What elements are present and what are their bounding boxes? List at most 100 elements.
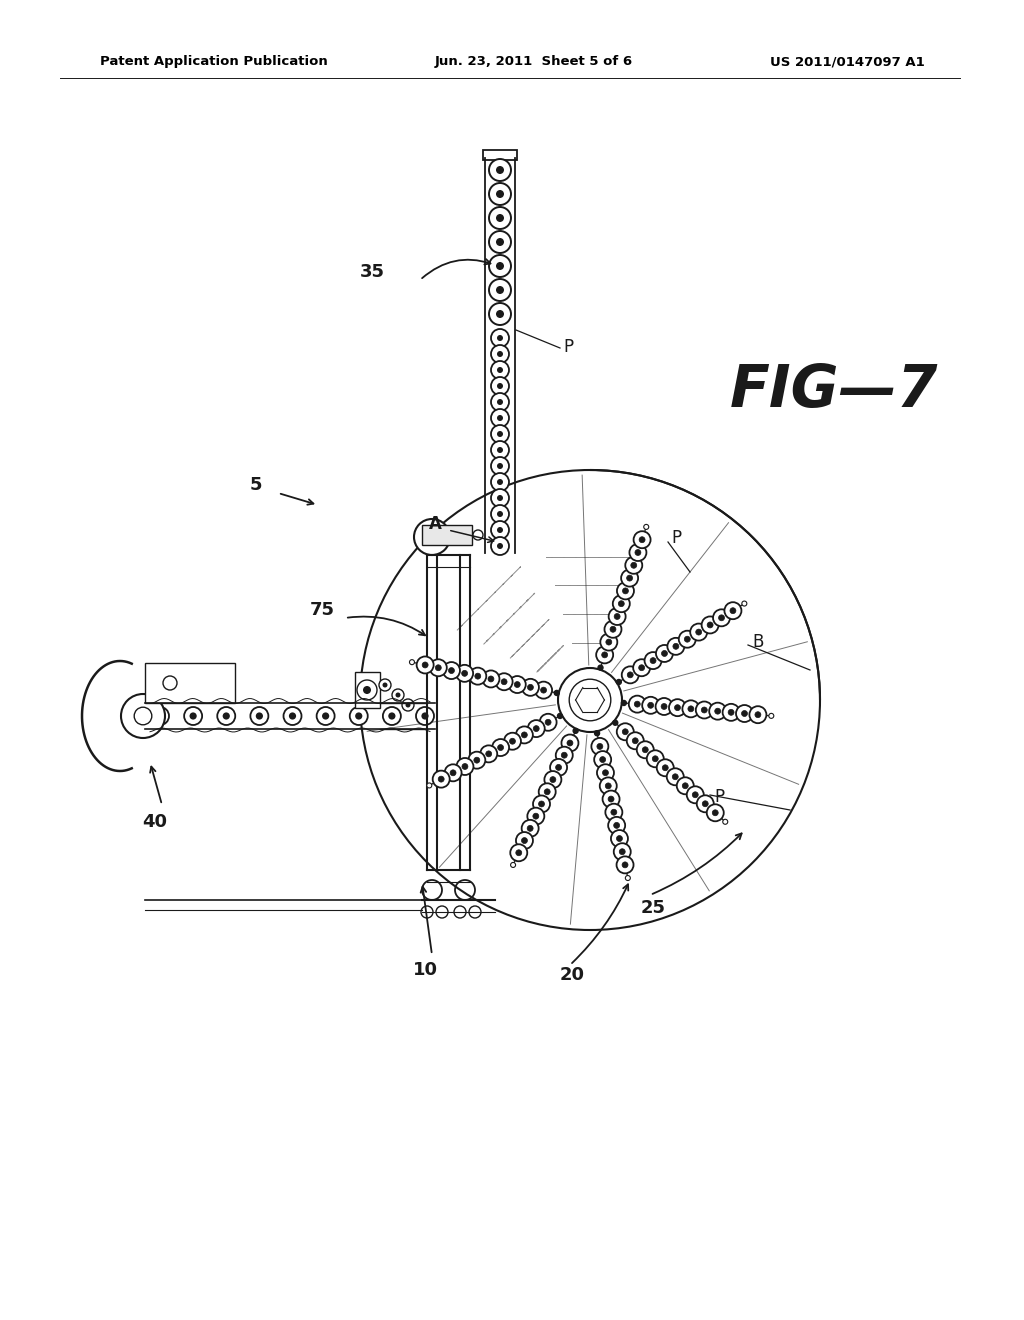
Circle shape [497, 511, 503, 517]
Circle shape [610, 626, 616, 632]
Circle shape [496, 286, 504, 294]
Text: Patent Application Publication: Patent Application Publication [100, 55, 328, 69]
Circle shape [556, 764, 561, 771]
Circle shape [616, 723, 634, 741]
Circle shape [728, 709, 734, 715]
Circle shape [474, 758, 480, 763]
Circle shape [662, 704, 667, 709]
Circle shape [596, 647, 613, 664]
Circle shape [498, 744, 504, 751]
Circle shape [695, 701, 713, 718]
Circle shape [402, 700, 414, 711]
Circle shape [730, 607, 736, 614]
Text: US 2011/0147097 A1: US 2011/0147097 A1 [770, 55, 925, 69]
Circle shape [642, 697, 659, 714]
Circle shape [501, 678, 507, 685]
Circle shape [516, 850, 522, 855]
Bar [422, 525, 472, 545]
Circle shape [558, 668, 622, 733]
Circle shape [635, 549, 641, 556]
Circle shape [532, 813, 539, 820]
Circle shape [662, 651, 668, 656]
Circle shape [616, 857, 634, 874]
Circle shape [490, 537, 509, 554]
Circle shape [151, 708, 169, 725]
Circle shape [496, 261, 504, 271]
Circle shape [554, 690, 559, 696]
Circle shape [632, 738, 638, 743]
Circle shape [217, 708, 236, 725]
Circle shape [550, 759, 567, 776]
Circle shape [497, 479, 503, 484]
Circle shape [462, 763, 468, 770]
Circle shape [557, 714, 562, 718]
Circle shape [673, 643, 679, 649]
Circle shape [510, 845, 527, 861]
Circle shape [741, 710, 748, 717]
Circle shape [496, 238, 504, 246]
Circle shape [504, 733, 521, 750]
Circle shape [623, 729, 629, 735]
Circle shape [427, 783, 432, 788]
Circle shape [490, 521, 509, 539]
Circle shape [569, 680, 610, 721]
Text: 40: 40 [142, 813, 168, 832]
Circle shape [701, 616, 719, 634]
Circle shape [656, 645, 673, 661]
Circle shape [469, 668, 486, 685]
Circle shape [496, 166, 504, 174]
Circle shape [682, 701, 699, 717]
Circle shape [755, 711, 761, 718]
Circle shape [490, 393, 509, 411]
Circle shape [708, 622, 713, 628]
Circle shape [422, 663, 428, 668]
Circle shape [516, 726, 532, 743]
Circle shape [438, 776, 444, 783]
Text: FIG—7: FIG—7 [730, 362, 939, 418]
Circle shape [497, 351, 503, 356]
Circle shape [741, 601, 746, 606]
Circle shape [493, 739, 509, 756]
Circle shape [284, 708, 301, 725]
Circle shape [497, 335, 503, 341]
Circle shape [490, 345, 509, 363]
Circle shape [630, 544, 646, 561]
Circle shape [163, 676, 177, 690]
Circle shape [490, 441, 509, 459]
Circle shape [496, 190, 504, 198]
Circle shape [521, 838, 527, 843]
Circle shape [608, 796, 614, 803]
Circle shape [677, 777, 693, 795]
Circle shape [489, 158, 511, 181]
Circle shape [602, 652, 607, 657]
Circle shape [696, 795, 714, 812]
Circle shape [527, 825, 534, 832]
Circle shape [750, 706, 766, 723]
Circle shape [496, 673, 513, 690]
Text: 25: 25 [640, 899, 666, 917]
Circle shape [251, 708, 268, 725]
Text: 75: 75 [310, 601, 335, 619]
Circle shape [713, 809, 718, 816]
Circle shape [490, 506, 509, 523]
Circle shape [490, 457, 509, 475]
Circle shape [652, 756, 658, 762]
Circle shape [623, 587, 629, 594]
Circle shape [429, 535, 435, 540]
Circle shape [556, 747, 572, 764]
Circle shape [626, 875, 631, 880]
Text: A: A [429, 515, 442, 533]
Circle shape [594, 751, 611, 768]
Circle shape [655, 698, 673, 715]
Circle shape [521, 731, 527, 738]
Circle shape [189, 713, 197, 719]
Circle shape [406, 702, 411, 708]
Circle shape [157, 713, 164, 719]
Circle shape [648, 702, 653, 709]
Circle shape [443, 663, 460, 678]
Circle shape [668, 638, 684, 655]
Circle shape [489, 207, 511, 228]
Circle shape [489, 279, 511, 301]
Circle shape [602, 770, 608, 776]
Circle shape [616, 836, 623, 842]
